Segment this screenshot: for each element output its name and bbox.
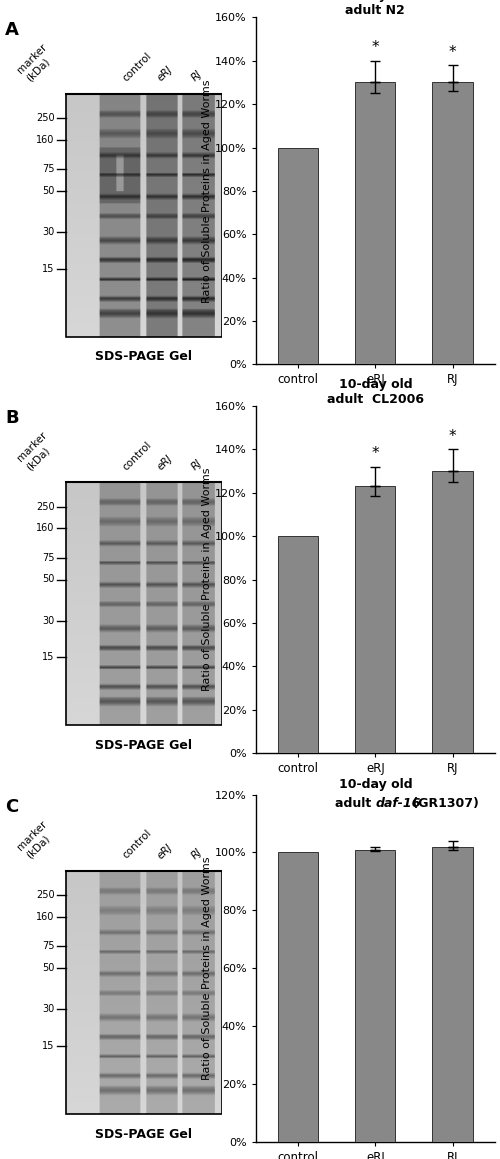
Y-axis label: Ratio of Soluble Proteins in Aged Worms: Ratio of Soluble Proteins in Aged Worms	[202, 79, 212, 302]
Text: 15: 15	[42, 263, 55, 274]
Bar	[356, 82, 396, 364]
Text: 15: 15	[42, 653, 55, 662]
Text: eRJ: eRJ	[155, 453, 174, 472]
Text: SDS-PAGE Gel: SDS-PAGE Gel	[95, 1128, 192, 1140]
Text: 15: 15	[42, 1041, 55, 1051]
Text: control: control	[121, 439, 154, 472]
Text: 160: 160	[36, 912, 55, 923]
Text: 75: 75	[42, 941, 55, 952]
Y-axis label: Ratio of Soluble Proteins in Aged Worms: Ratio of Soluble Proteins in Aged Worms	[202, 857, 212, 1080]
Bar	[278, 853, 318, 1142]
Text: 30: 30	[42, 615, 55, 626]
Text: 30: 30	[42, 1005, 55, 1014]
Text: B: B	[5, 409, 18, 428]
Text: 250: 250	[36, 890, 55, 901]
Text: *: *	[372, 41, 379, 56]
Text: 30: 30	[42, 227, 55, 238]
Text: marker
(kDa): marker (kDa)	[16, 819, 58, 860]
Text: control: control	[121, 51, 154, 83]
Text: control: control	[121, 828, 154, 860]
Text: 10-day old: 10-day old	[338, 778, 412, 792]
Text: C: C	[5, 799, 18, 816]
Text: RJ: RJ	[190, 846, 204, 860]
Bar	[356, 487, 396, 753]
Text: 160: 160	[36, 134, 55, 145]
Text: eRJ: eRJ	[155, 65, 174, 83]
Bar	[278, 537, 318, 753]
Text: 250: 250	[36, 114, 55, 123]
Text: 75: 75	[42, 553, 55, 562]
Text: *: *	[372, 446, 379, 461]
Text: *: *	[448, 45, 456, 59]
Text: 75: 75	[42, 165, 55, 174]
Bar	[432, 471, 472, 753]
Text: 50: 50	[42, 185, 55, 196]
Text: SDS-PAGE Gel: SDS-PAGE Gel	[95, 350, 192, 364]
Text: (GR1307): (GR1307)	[408, 797, 478, 810]
Bar	[278, 147, 318, 364]
Title: 10-day old
adult N2: 10-day old adult N2	[338, 0, 412, 17]
Bar	[432, 847, 472, 1142]
Text: RJ: RJ	[190, 70, 204, 83]
Text: 160: 160	[36, 524, 55, 533]
Text: 50: 50	[42, 575, 55, 584]
Text: RJ: RJ	[190, 458, 204, 472]
Text: *: *	[448, 429, 456, 444]
Text: 50: 50	[42, 963, 55, 974]
Bar	[356, 850, 396, 1142]
Bar	[432, 82, 472, 364]
Text: daf-16: daf-16	[376, 797, 420, 810]
Text: 250: 250	[36, 502, 55, 511]
Text: marker
(kDa): marker (kDa)	[16, 430, 58, 472]
Text: marker
(kDa): marker (kDa)	[16, 42, 58, 83]
Text: SDS-PAGE Gel: SDS-PAGE Gel	[95, 739, 192, 752]
Y-axis label: Ratio of Soluble Proteins in Aged Worms: Ratio of Soluble Proteins in Aged Worms	[202, 468, 212, 691]
Text: A: A	[5, 21, 19, 39]
Text: eRJ: eRJ	[155, 841, 174, 860]
Title: 10-day old
adult  CL2006: 10-day old adult CL2006	[327, 378, 424, 406]
Text: adult: adult	[334, 797, 376, 810]
